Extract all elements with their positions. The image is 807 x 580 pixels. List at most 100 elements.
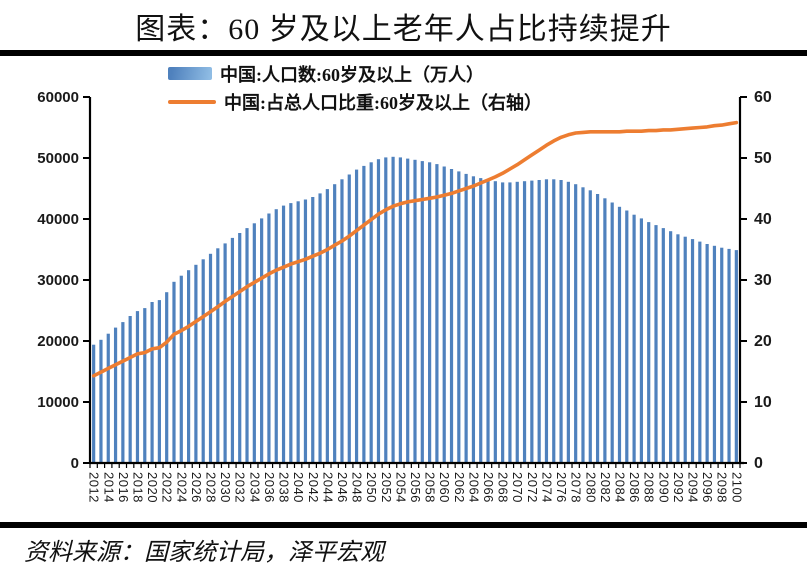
bar xyxy=(479,178,483,463)
bar xyxy=(281,205,286,463)
source-note: 资料来源：国家统计局，泽平宏观 xyxy=(24,540,384,566)
y-right-tick-label: 60 xyxy=(754,89,772,106)
bar xyxy=(325,189,329,463)
bar xyxy=(632,214,636,463)
bar xyxy=(734,250,738,463)
bar xyxy=(544,179,549,464)
bar xyxy=(369,162,373,464)
y-axis-right: 0 10 20 30 40 50 60 xyxy=(740,89,772,472)
line-series-swatch-icon xyxy=(168,99,216,104)
bar xyxy=(610,202,614,463)
x-tick-label: 2020 xyxy=(145,472,160,503)
legend-label-share: 中国:占总人口比重:60岁及以上（右轴） xyxy=(224,92,542,113)
bar xyxy=(376,159,381,463)
bar xyxy=(574,184,578,463)
x-tick-label: 2026 xyxy=(189,472,204,503)
bar xyxy=(647,222,651,463)
x-tick-label: 2034 xyxy=(247,472,262,503)
x-tick-label: 2082 xyxy=(598,472,613,503)
x-tick-label: 2036 xyxy=(262,472,277,503)
x-tick-label: 2078 xyxy=(569,472,584,503)
y-right-tick-label: 30 xyxy=(754,272,772,289)
bar xyxy=(639,218,643,463)
y-left-tick-label: 60000 xyxy=(37,89,79,106)
x-tick-label: 2092 xyxy=(671,472,686,503)
bar xyxy=(625,210,629,463)
bar xyxy=(194,264,198,464)
bar xyxy=(121,322,125,463)
y-left-tick-label: 50000 xyxy=(37,150,79,167)
bar xyxy=(274,209,278,463)
bar xyxy=(143,308,147,463)
bar xyxy=(420,161,424,463)
x-tick-label: 2024 xyxy=(174,472,189,503)
y-left-tick-label: 40000 xyxy=(37,211,79,228)
share-line xyxy=(91,120,739,378)
x-tick-label: 2100 xyxy=(729,472,744,503)
bar xyxy=(384,157,388,463)
bar xyxy=(727,248,731,463)
x-tick-label: 2098 xyxy=(715,472,730,503)
x-tick-label: 2050 xyxy=(364,472,379,503)
bar xyxy=(559,180,563,463)
bar xyxy=(201,259,205,463)
x-tick-label: 2068 xyxy=(496,472,511,503)
bar xyxy=(208,253,213,463)
bar xyxy=(172,281,176,463)
bar xyxy=(449,169,454,463)
bar xyxy=(113,327,118,463)
bar xyxy=(406,158,410,463)
bar xyxy=(252,223,256,463)
bar xyxy=(617,206,622,464)
bar xyxy=(669,231,673,463)
top-rule xyxy=(0,50,807,56)
bar xyxy=(595,194,600,463)
x-tick-label: 2070 xyxy=(510,472,525,503)
bar xyxy=(165,292,169,463)
y-axis-left: 0 10000 20000 30000 40000 50000 60000 xyxy=(37,89,90,472)
chart-legend: 中国:人口数:60岁及以上（万人） 中国:占总人口比重:60岁及以上（右轴） xyxy=(168,61,542,114)
bar xyxy=(238,233,242,463)
x-tick-label: 2080 xyxy=(583,472,598,503)
y-left-tick-label: 10000 xyxy=(37,394,79,411)
x-tick-label: 2012 xyxy=(87,472,102,503)
x-tick-label: 2018 xyxy=(130,472,145,503)
bar xyxy=(391,156,395,464)
bar xyxy=(223,243,227,463)
bar xyxy=(676,234,680,464)
bar xyxy=(362,165,366,463)
bar xyxy=(128,316,132,463)
bar xyxy=(661,228,665,463)
x-tick-label: 2056 xyxy=(408,472,423,503)
bar xyxy=(187,270,191,463)
bar xyxy=(501,182,505,463)
x-tick-label: 2060 xyxy=(437,472,452,503)
bar xyxy=(99,339,103,463)
x-tick-label: 2046 xyxy=(335,472,350,503)
bar xyxy=(588,190,592,464)
bar xyxy=(471,176,476,464)
bar xyxy=(398,157,402,463)
bar xyxy=(435,164,439,463)
bar xyxy=(413,159,417,464)
x-tick-label: 2072 xyxy=(525,472,540,503)
bar xyxy=(720,247,724,463)
x-tick-label: 2048 xyxy=(350,472,365,503)
x-tick-label: 2032 xyxy=(233,472,248,503)
bar xyxy=(690,239,695,463)
x-tick-label: 2084 xyxy=(612,472,627,503)
bar xyxy=(347,174,351,463)
legend-item-population: 中国:人口数:60岁及以上（万人） xyxy=(168,61,542,86)
bar xyxy=(552,179,556,464)
bar xyxy=(260,218,264,463)
x-tick-label: 2038 xyxy=(277,472,292,503)
bar xyxy=(486,180,490,463)
bar xyxy=(683,236,687,463)
bar xyxy=(179,275,183,463)
y-left-tick-label: 20000 xyxy=(37,333,79,350)
page-title: 图表：60 岁及以上老年人占比持续提升 xyxy=(135,13,672,46)
bar xyxy=(303,199,308,463)
bar xyxy=(515,181,519,464)
bar xyxy=(654,225,658,463)
